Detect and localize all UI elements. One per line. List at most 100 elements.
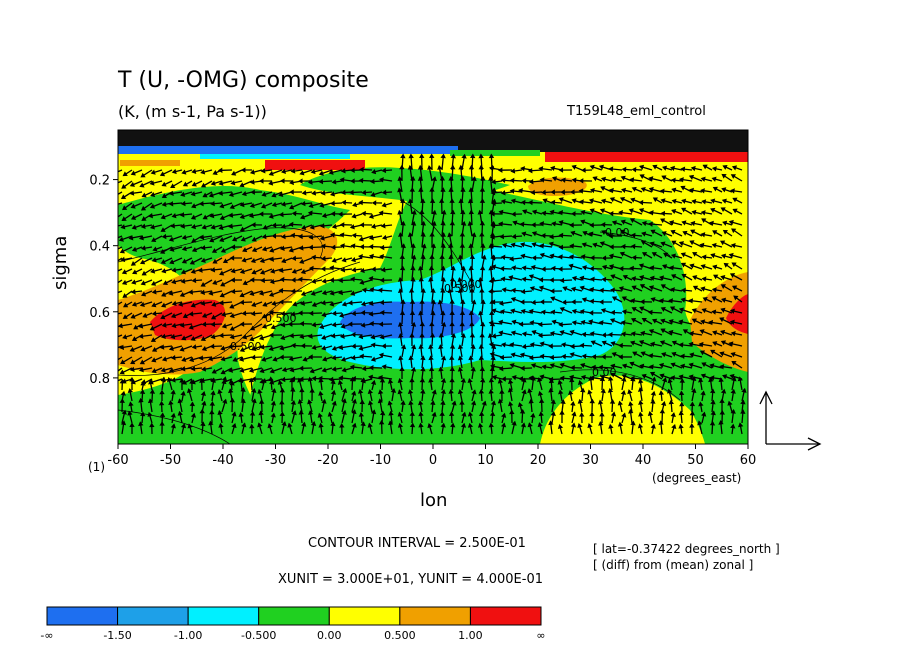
wind-vector-head [140, 205, 147, 211]
wind-vector-head [488, 422, 494, 428]
wind-vector-head [541, 210, 547, 216]
wind-vector-head [380, 267, 386, 273]
wind-vector-head [427, 423, 433, 429]
wind-vector-head [498, 365, 504, 372]
wind-vector-head [601, 340, 607, 346]
wind-vector-head [199, 378, 205, 383]
wind-vector-head [189, 379, 195, 384]
wind-vector-head [471, 299, 477, 305]
wind-vector-head [250, 257, 256, 264]
wind-vector-head [180, 390, 186, 396]
wind-vector-head [440, 389, 446, 394]
wind-vector-head [448, 254, 454, 260]
wind-vector-head [719, 317, 725, 323]
wind-vector-head [549, 363, 555, 369]
wind-vector-head [638, 378, 644, 384]
wind-vector-head [420, 254, 426, 260]
wind-vector-head [460, 333, 466, 338]
wind-vector-head [358, 253, 363, 260]
wind-vector-head [627, 389, 633, 395]
wind-vector-head [399, 366, 405, 371]
wind-vector-head [699, 329, 705, 335]
wind-vector-head [410, 175, 416, 181]
wind-vector-head [367, 389, 373, 395]
wind-vector-head [209, 237, 215, 243]
wind-vector-head [688, 298, 694, 304]
wind-vector-head [710, 207, 716, 213]
wind-vector-head [588, 231, 594, 237]
wind-vector-head [280, 310, 286, 317]
wind-vector-head [660, 218, 666, 224]
wind-vector-head [509, 177, 515, 184]
wind-vector-head [112, 204, 115, 207]
wind-vector-head [121, 269, 128, 275]
wind-vector-head [521, 231, 527, 237]
wind-vector-head [638, 263, 644, 269]
wind-vector-head [450, 333, 457, 338]
wind-vector-head [430, 310, 436, 316]
wind-vector-head [279, 276, 285, 283]
wind-vector-head [359, 279, 365, 285]
wind-vector-head [168, 400, 174, 405]
wind-vector-head [357, 388, 364, 394]
wind-vector-head [521, 178, 527, 184]
wind-vector-head [520, 242, 526, 248]
wind-vector-head [489, 288, 495, 293]
wind-vector-head [560, 399, 566, 405]
wind-vector-head [351, 213, 357, 219]
wind-vector-head [659, 373, 665, 379]
wind-vector-head [268, 180, 274, 186]
wind-vector-head [400, 299, 406, 305]
wind-vector-head [589, 287, 595, 293]
wind-vector-head [678, 307, 685, 313]
wind-vector-head [320, 243, 326, 249]
wind-vector-head [301, 421, 307, 427]
wind-vector-head [711, 309, 717, 315]
contour-line [118, 409, 231, 444]
wind-vector-head [200, 257, 206, 263]
wind-vector-head [330, 211, 336, 217]
wind-vector-head [397, 377, 403, 383]
wind-vector-head [179, 346, 185, 352]
wind-vector-head [457, 277, 463, 283]
wind-vector-head [499, 389, 505, 394]
wind-vector-head [182, 313, 188, 319]
wind-vector-head [510, 198, 516, 204]
wind-vector-head [457, 366, 464, 372]
wind-vector-head [481, 254, 487, 260]
wind-vector-head [669, 265, 674, 271]
wind-vector-head [210, 314, 217, 320]
wind-vector-head [149, 422, 155, 428]
wind-vector-head [339, 333, 345, 339]
wind-vector-head [637, 387, 644, 392]
wind-vector-head [330, 244, 336, 250]
wind-vector-head [151, 302, 157, 308]
wind-vector-head [280, 223, 286, 229]
wind-vector-head [139, 301, 145, 308]
wind-vector-head [371, 266, 376, 272]
wind-vector-head [151, 346, 158, 352]
wind-vector-head [409, 377, 415, 383]
wind-vector-head [190, 365, 196, 372]
wind-vector-head [732, 197, 738, 203]
wind-vector-head [667, 388, 673, 394]
wind-vector-head [569, 254, 574, 260]
wind-vector-head [571, 198, 577, 204]
wind-vector-head [322, 356, 328, 362]
wind-vector-head [308, 244, 314, 251]
wind-vector-head [150, 337, 157, 342]
wind-vector-head [308, 234, 314, 240]
wind-vector-head [113, 347, 116, 350]
wind-vector-head [270, 324, 276, 330]
wind-vector-head [479, 321, 486, 327]
wind-vector-head [649, 371, 656, 377]
wind-vector [118, 334, 123, 338]
wind-vector-head [721, 198, 727, 204]
wind-vector-head [728, 341, 734, 347]
wind-vector-head [301, 190, 307, 196]
wind-vector-head [270, 268, 276, 274]
wind-vector-head [479, 366, 486, 372]
wind-vector-head [130, 215, 137, 220]
wind-vector-head [660, 210, 666, 217]
wind-vector-head [371, 200, 377, 206]
